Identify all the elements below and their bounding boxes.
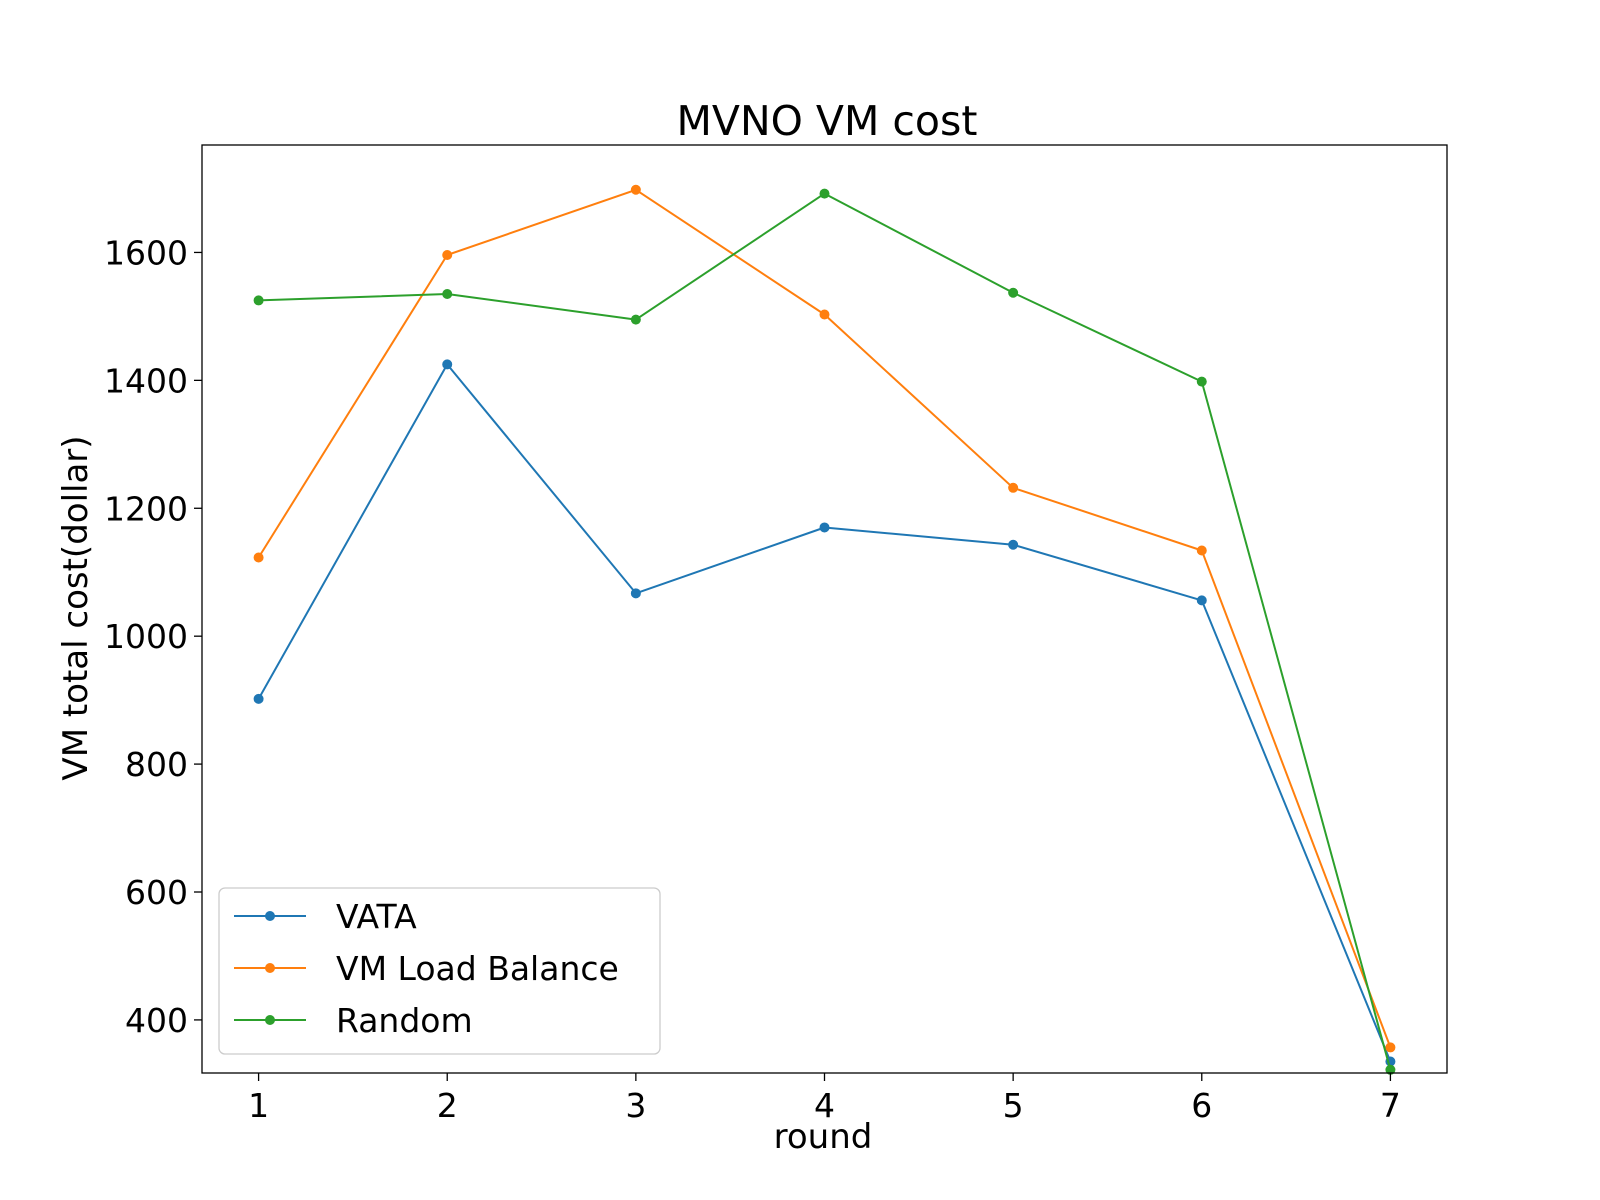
legend-label: VATA — [336, 897, 417, 936]
y-tick-label: 800 — [125, 745, 188, 784]
series-point-1 — [442, 250, 453, 261]
series-point-0 — [253, 693, 264, 704]
series-point-1 — [1196, 545, 1207, 556]
y-tick-label: 1000 — [104, 617, 188, 656]
x-tick-label: 4 — [814, 1086, 835, 1125]
y-tick-label: 400 — [125, 1001, 188, 1040]
series-point-2 — [630, 314, 641, 325]
x-tick-label: 5 — [1003, 1086, 1024, 1125]
legend-label: VM Load Balance — [336, 949, 619, 988]
legend-label: Random — [336, 1001, 473, 1040]
x-tick-label: 2 — [437, 1086, 458, 1125]
legend-marker — [265, 911, 275, 921]
legend-frame — [218, 887, 661, 1055]
series-point-2 — [1385, 1064, 1396, 1075]
y-axis: 400 600 800 1000 1200 1400 1600 — [104, 233, 202, 1040]
series-point-1 — [630, 184, 641, 195]
legend-marker — [265, 963, 275, 973]
x-tick-label: 1 — [248, 1086, 269, 1125]
series-point-1 — [253, 552, 264, 563]
series-layer — [253, 184, 1396, 1075]
y-tick-label: 1200 — [104, 489, 188, 528]
series-point-0 — [819, 522, 830, 533]
series-point-0 — [630, 588, 641, 599]
x-axis: 1 2 3 4 5 6 7 — [248, 1073, 1401, 1125]
legend: VATA VM Load Balance Random — [218, 887, 661, 1055]
series-point-1 — [1385, 1042, 1396, 1053]
series-point-0 — [1196, 595, 1207, 606]
series-point-0 — [442, 359, 453, 370]
y-tick-label: 1400 — [104, 361, 188, 400]
series-point-2 — [253, 295, 264, 306]
series-point-2 — [819, 188, 830, 199]
x-tick-label: 6 — [1191, 1086, 1212, 1125]
x-axis-label: round — [774, 1117, 873, 1157]
x-tick-label: 3 — [625, 1086, 646, 1125]
series-point-2 — [442, 289, 453, 300]
legend-marker — [265, 1015, 275, 1025]
series-point-0 — [1008, 539, 1019, 550]
chart-title: MVNO VM cost — [677, 97, 978, 145]
y-tick-label: 600 — [125, 873, 188, 912]
y-tick-label: 1600 — [104, 233, 188, 272]
x-tick-label: 7 — [1380, 1086, 1401, 1125]
series-point-2 — [1196, 376, 1207, 387]
series-point-2 — [1008, 287, 1019, 298]
y-axis-label: VM total cost(dollar) — [56, 435, 96, 780]
series-point-1 — [819, 309, 830, 320]
series-point-1 — [1008, 482, 1019, 493]
